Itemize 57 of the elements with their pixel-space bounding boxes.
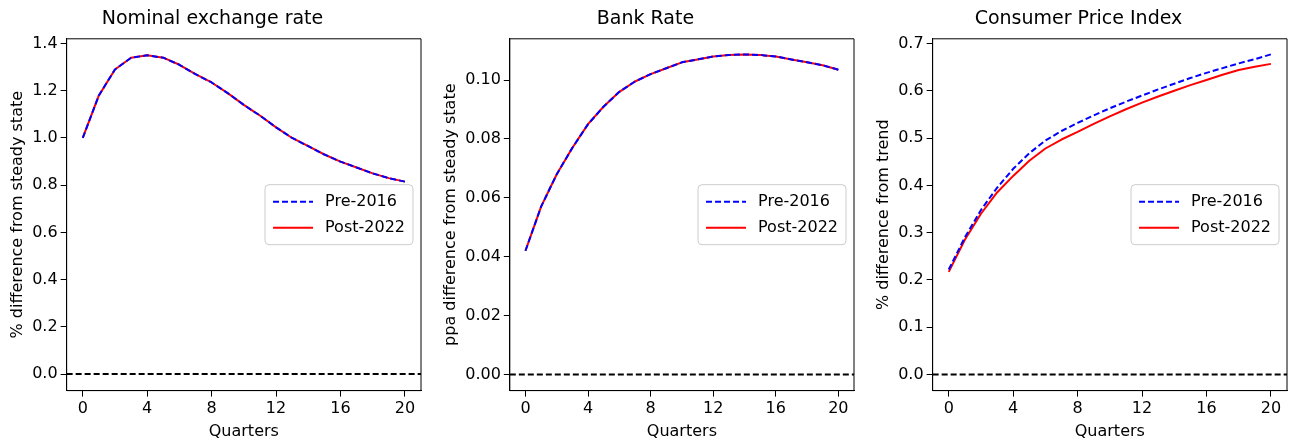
- y-tick-label: 0.2: [898, 269, 924, 289]
- x-tick-label: 4: [582, 398, 594, 418]
- y-tick-label: 0.6: [32, 221, 58, 241]
- y-tick-label: 0.04: [465, 245, 501, 265]
- y-tick-label: 0.3: [898, 221, 924, 241]
- legend-label: Pre-2016: [1191, 190, 1263, 210]
- chart-title: Consumer Price Index: [974, 6, 1183, 29]
- x-tick-label: 16: [1196, 398, 1217, 418]
- y-tick-label: 1.0: [32, 127, 58, 147]
- y-tick-label: 0.7: [898, 32, 924, 52]
- y-tick-label: 0.0: [32, 363, 58, 383]
- y-tick-label: 0.4: [898, 174, 924, 194]
- x-tick-label: 8: [1072, 398, 1083, 418]
- x-axis-title: Quarters: [1074, 420, 1145, 440]
- x-tick-label: 0: [520, 398, 531, 418]
- y-tick-label: 0.8: [32, 174, 58, 194]
- x-tick-label: 12: [703, 398, 724, 418]
- legend-label: Post-2022: [325, 216, 405, 236]
- x-axis-title: Quarters: [646, 420, 717, 440]
- y-tick-label: 0.00: [465, 363, 501, 383]
- y-tick-label: 0.4: [32, 268, 58, 288]
- x-tick-label: 4: [142, 398, 153, 418]
- y-axis-title: % difference from steady state: [6, 90, 26, 339]
- y-tick-label: 0.0: [898, 363, 924, 383]
- x-tick-label: 16: [765, 398, 786, 418]
- y-tick-label: 0.10: [465, 69, 501, 89]
- y-tick-label: 0.2: [32, 316, 58, 336]
- line-series: [524, 53, 840, 252]
- y-tick-label: 0.06: [465, 186, 501, 206]
- x-axis-title: Quarters: [208, 420, 279, 440]
- y-tick-label: 0.6: [898, 79, 924, 99]
- chart-title: Bank Rate: [596, 6, 695, 29]
- y-tick-label: 0.02: [465, 304, 501, 324]
- x-tick-label: 20: [1260, 398, 1282, 418]
- legend-label: Post-2022: [1191, 216, 1271, 236]
- x-tick-label: 16: [330, 398, 351, 418]
- y-axis-title: ppa difference from steady state: [439, 83, 459, 346]
- line-series: [81, 54, 406, 183]
- x-tick-label: 0: [943, 398, 954, 418]
- x-tick-label: 4: [1008, 398, 1019, 418]
- y-tick-label: 0.5: [898, 127, 924, 147]
- legend-label: Pre-2016: [758, 190, 830, 210]
- x-tick-label: 0: [77, 398, 88, 418]
- x-tick-label: 20: [828, 398, 849, 418]
- legend-label: Pre-2016: [325, 190, 397, 210]
- chart-title: Nominal exchange rate: [101, 6, 324, 29]
- y-tick-label: 1.4: [32, 32, 58, 52]
- legend-label: Post-2022: [758, 216, 838, 236]
- x-tick-label: 20: [394, 398, 416, 418]
- y-tick-label: 0.1: [898, 316, 924, 336]
- y-tick-label: 0.08: [465, 128, 501, 148]
- y-tick-label: 1.2: [32, 79, 58, 99]
- x-tick-label: 12: [265, 398, 287, 418]
- y-axis-title: % difference from trend: [872, 119, 892, 311]
- x-tick-label: 8: [645, 398, 656, 418]
- x-tick-label: 8: [206, 398, 217, 418]
- x-tick-label: 12: [1131, 398, 1153, 418]
